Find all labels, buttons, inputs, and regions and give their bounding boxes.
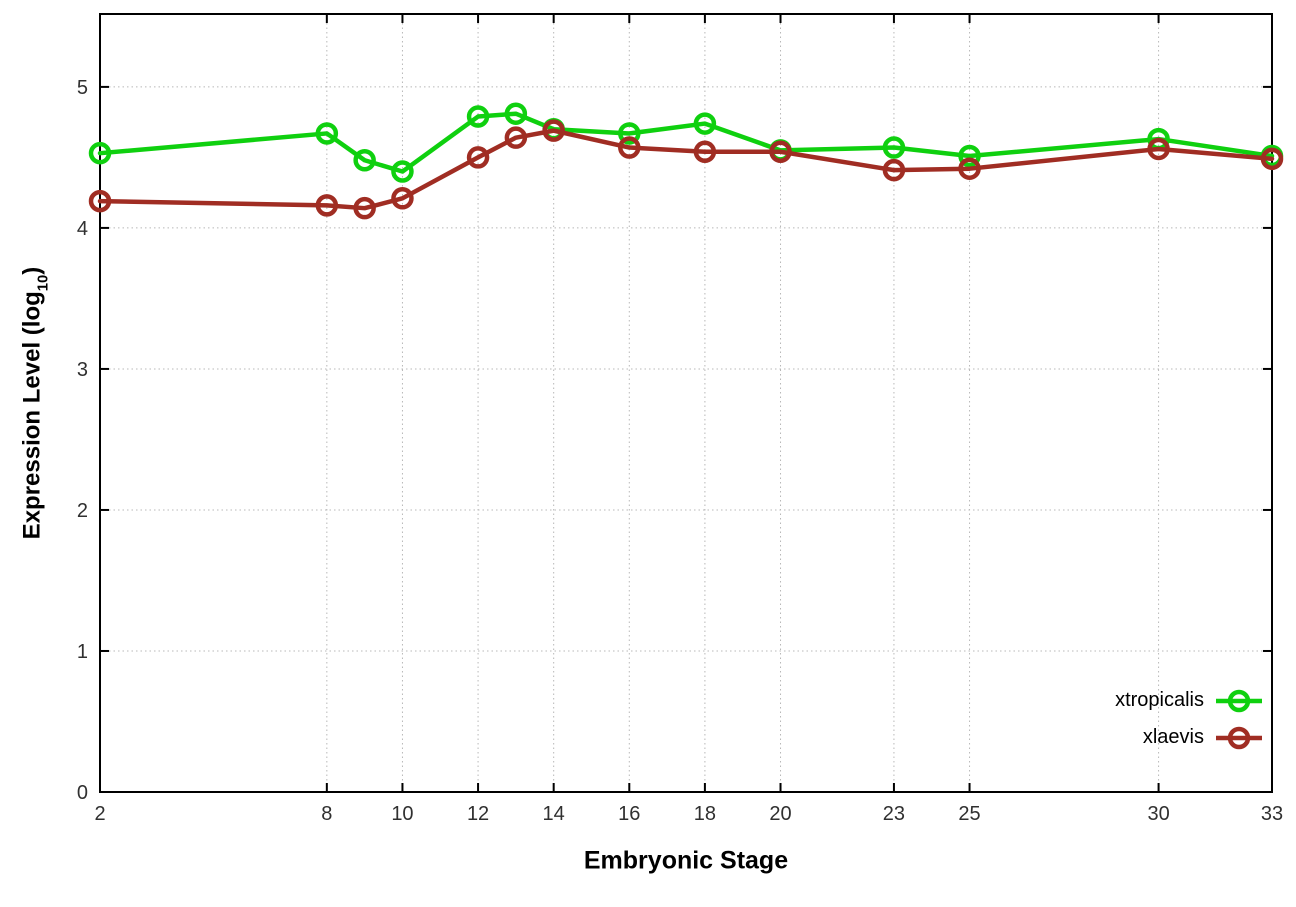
y-axis-title: Expression Level (log10) [18,267,53,540]
data-point-xlaevis-stage-12 [466,146,490,169]
data-point-xlaevis-stage-13 [504,126,528,149]
series-line-xlaevis [97,128,1275,211]
data-point-xlaevis-stage-23 [882,158,906,182]
x-tick-label-14: 14 [543,803,565,825]
legend-marker-xlaevis [1216,726,1262,749]
data-point-xtropicalis-stage-16 [618,122,641,145]
data-point-xlaevis-stage-2 [88,189,112,213]
y-tick-label-1: 1 [77,641,88,663]
data-point-xlaevis-stage-9 [353,196,376,220]
data-point-xtropicalis-stage-12 [466,105,490,128]
x-tick-label-20: 20 [769,803,791,825]
data-point-xlaevis-stage-14 [542,119,565,142]
legend-label-xtropicalis: xtropicalis [1115,689,1204,711]
y-tick-label-5: 5 [77,77,88,99]
data-point-xtropicalis-stage-13 [504,102,528,125]
series-line-xtropicalis [97,111,1275,174]
x-tick-label-12: 12 [467,803,489,825]
x-tick-label-25: 25 [958,803,980,825]
legend-label-xlaevis: xlaevis [1142,726,1204,748]
y-axis-title-subscript: 10 [36,274,53,292]
data-point-xlaevis-stage-10 [391,187,414,210]
data-point-xlaevis-stage-30 [1147,137,1170,161]
x-tick-label-18: 18 [694,803,716,825]
x-axis-title: Embryonic Stage [583,846,789,875]
legend-circle-icon [1227,726,1251,749]
x-tick-label-8: 8 [321,803,332,825]
data-point-xlaevis-stage-18 [693,140,717,164]
x-tick-label-10: 10 [391,803,413,825]
legend-item-xlaevis: xlaevis [1143,721,1264,754]
data-point-xtropicalis-stage-8 [315,122,339,145]
x-tick-label-16: 16 [618,803,640,825]
legend-item-xtropicalis: xtropicalis [1115,684,1264,717]
legend: xtropicalis xlaevis [1115,684,1264,754]
x-tick-label-2: 2 [94,803,105,825]
data-point-xtropicalis-stage-9 [353,148,376,172]
y-tick-label-4: 4 [77,218,88,240]
data-point-xtropicalis-stage-18 [693,112,717,135]
legend-marker-xtropicalis [1216,689,1262,712]
data-point-xlaevis-stage-16 [618,136,641,159]
y-axis-title-text: Expression Level (log [18,291,46,540]
data-point-xlaevis-stage-8 [315,194,339,217]
data-point-xtropicalis-stage-23 [882,136,906,159]
y-tick-label-0: 0 [77,782,88,804]
y-tick-label-3: 3 [77,359,88,381]
plot-border [99,13,1273,793]
data-point-xlaevis-stage-25 [958,157,981,180]
data-point-xlaevis-stage-20 [769,140,792,164]
x-tick-label-23: 23 [883,803,905,825]
data-point-xtropicalis-stage-25 [958,144,981,168]
data-point-xlaevis-stage-33 [1260,147,1284,171]
data-point-xtropicalis-stage-10 [391,160,414,183]
x-tick-label-33: 33 [1261,803,1283,825]
y-tick-label-2: 2 [77,500,88,522]
data-point-xtropicalis-stage-2 [88,141,112,165]
legend-circle-icon [1227,689,1251,712]
x-tick-label-30: 30 [1147,803,1169,825]
